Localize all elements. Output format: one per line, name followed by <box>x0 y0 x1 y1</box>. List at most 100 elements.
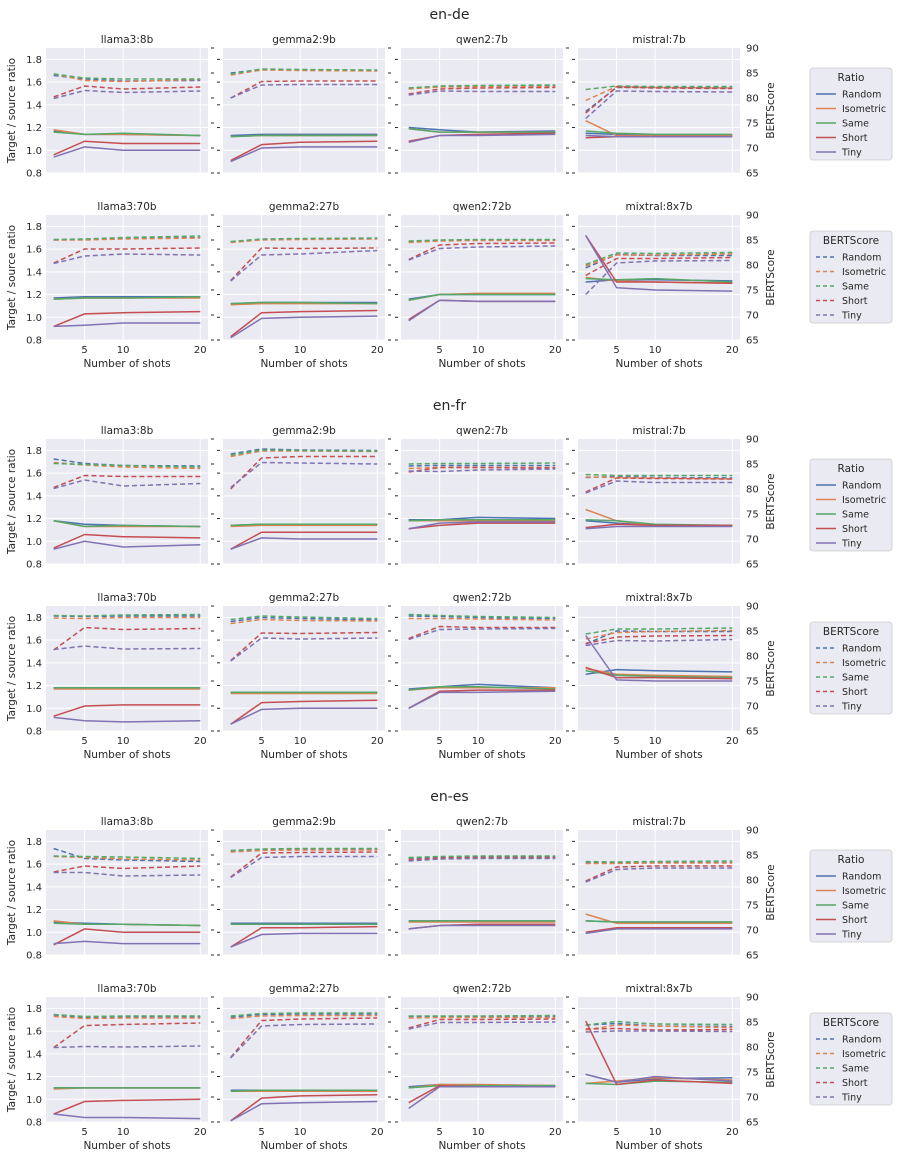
ratio-line-same <box>53 131 201 137</box>
y-tick-label: 1.0 <box>26 704 42 715</box>
series-layer <box>53 613 201 723</box>
panel-background <box>46 48 208 173</box>
bertscore-line-random <box>53 847 201 863</box>
legend-entry: Random <box>842 1035 881 1046</box>
bertscore-line-isometric <box>585 476 733 480</box>
panel-background <box>46 215 208 340</box>
bertscore-line-tiny <box>230 637 378 662</box>
ratio-line-isometric <box>230 524 378 528</box>
panel-title: gemma2:9b <box>272 816 336 828</box>
x-tick-label: 20 <box>549 736 562 747</box>
bertscore-line-short <box>585 634 733 645</box>
panel-title: llama3:70b <box>97 592 157 604</box>
bertscore-line-tiny <box>53 479 201 490</box>
panel-title: gemma2:27b <box>269 201 340 213</box>
x-tick-label: 10 <box>294 736 307 747</box>
legend-ratio: Ratio Random Isometric Same Short Tiny <box>809 458 893 552</box>
x-tick-label: 20 <box>371 736 384 747</box>
ratio-line-short <box>230 531 378 550</box>
ratio-line-same <box>585 130 733 136</box>
series-layer <box>585 473 733 530</box>
legend-entry: Short <box>842 915 868 926</box>
bertscore-line-same <box>585 627 733 635</box>
ratio-line-random <box>230 133 378 137</box>
x-tick-label: 20 <box>726 1127 739 1138</box>
x-axis-label: Number of shots <box>83 358 170 370</box>
bertscore-line-tiny <box>53 253 201 265</box>
y-right-tick-label: 75 <box>746 510 759 521</box>
y-right-tick-label: 80 <box>746 485 759 496</box>
panel-llama3-8b: llama3:8b 0.8 1.0 1.2 1.4 1.6 1.8 <box>26 816 214 962</box>
y-axis-label: Target / source ratio <box>6 58 18 164</box>
bertscore-line-tiny <box>230 461 378 489</box>
bertscore-line-isometric <box>53 237 201 241</box>
y-right-tick-label: 65 <box>746 727 759 738</box>
y-tick-label: 1.4 <box>26 882 42 893</box>
x-tick-label: 20 <box>371 345 384 356</box>
y-right-tick-label: 90 <box>746 44 759 55</box>
legend-entry: Same <box>842 1064 869 1075</box>
y-right-tick-label: 70 <box>746 311 759 322</box>
ratio-line-same <box>408 518 556 522</box>
bertscore-line-short <box>408 466 556 473</box>
bertscore-line-short <box>408 625 556 640</box>
ratio-line-tiny <box>408 690 556 709</box>
x-axis-label: Number of shots <box>260 358 347 370</box>
y-right-tick-label: 85 <box>746 627 759 638</box>
panel-mistral-7b: mistral:7b 65 70 75 80 85 90 <box>572 425 759 571</box>
x-tick-label: 5 <box>613 1127 619 1138</box>
panel-title: llama3:70b <box>97 983 157 995</box>
y-right-tick-label: 75 <box>746 119 759 130</box>
legend-entry: Short <box>842 133 868 144</box>
bertscore-line-same <box>585 860 733 863</box>
bertscore-line-short <box>408 86 556 95</box>
bertscore-line-isometric <box>230 849 378 853</box>
series-layer <box>230 68 378 163</box>
bertscore-line-same <box>53 1013 201 1018</box>
y-right-tick-label: 75 <box>746 901 759 912</box>
panel-mixtral-8x7b: mixtral:8x7b 65 70 75 80 85 90 5 10 20 Number of s… <box>572 983 759 1152</box>
bertscore-line-random <box>230 616 378 623</box>
bertscore-line-same <box>53 235 201 241</box>
panel-gemma2-27b: gemma2:27b 5 10 20 Number of shots <box>217 592 391 761</box>
y-tick-label: 1.0 <box>26 1095 42 1106</box>
series-layer <box>53 235 201 328</box>
series-layer <box>408 613 556 709</box>
panel-llama3-70b: llama3:70b 0.8 1.0 1.2 1.4 1.6 1.8 5 10 20 Number … <box>26 592 214 761</box>
ratio-line-tiny <box>408 133 556 144</box>
bertscore-line-tiny <box>408 857 556 862</box>
x-tick-label: 5 <box>613 345 619 356</box>
panel-mistral-7b: mistral:7b 65 70 75 80 85 90 <box>572 34 759 180</box>
series-layer <box>230 615 378 725</box>
bertscore-line-tiny <box>230 1023 378 1059</box>
ratio-line-tiny <box>53 716 201 723</box>
y-tick-label: 1.6 <box>26 78 42 89</box>
bertscore-line-isometric <box>408 1016 556 1019</box>
bertscore-line-same <box>230 1012 378 1017</box>
y-tick-label: 1.4 <box>26 658 42 669</box>
ratio-line-same <box>53 922 201 927</box>
legend-entry: Isometric <box>842 886 886 897</box>
ratio-line-tiny <box>585 635 733 682</box>
bertscore-line-same <box>53 613 201 617</box>
bertscore-line-same <box>230 615 378 621</box>
bertscore-line-same <box>53 73 201 80</box>
ratio-line-short <box>408 522 556 530</box>
bertscore-line-short <box>230 455 378 490</box>
bertscore-line-same <box>230 68 378 75</box>
ratio-line-short <box>230 309 378 338</box>
panel-background <box>578 830 740 955</box>
y-right-tick-label: 65 <box>746 560 759 571</box>
bertscore-line-isometric <box>53 73 201 83</box>
x-tick-label: 5 <box>613 736 619 747</box>
bertscore-line-tiny <box>408 468 556 473</box>
y-tick-label: 1.6 <box>26 1027 42 1038</box>
ratio-line-same <box>53 520 201 528</box>
bertscore-line-same <box>53 855 201 860</box>
x-axis-label: Number of shots <box>615 1140 702 1152</box>
x-axis-label: Number of shots <box>438 358 525 370</box>
y-tick-label: 1.6 <box>26 636 42 647</box>
ratio-line-same <box>585 920 733 923</box>
ratio-line-same <box>230 523 378 527</box>
bertscore-line-short <box>230 631 378 662</box>
